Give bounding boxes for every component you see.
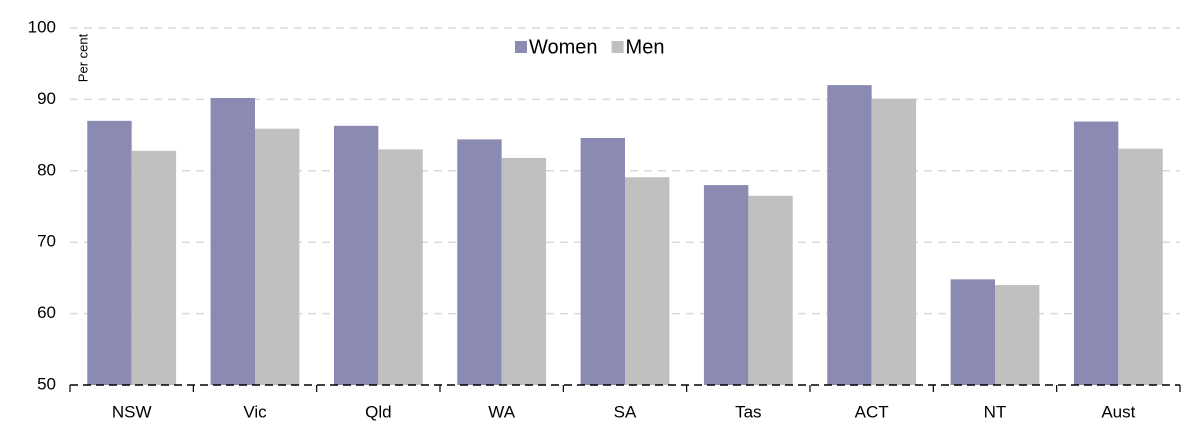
legend-swatch	[515, 41, 527, 53]
bar	[625, 177, 670, 385]
y-tick-label: 80	[37, 160, 56, 179]
legend-label: Women	[529, 36, 598, 58]
y-tick-label: 90	[37, 89, 56, 108]
x-tick-label: WA	[488, 402, 515, 421]
bar	[703, 185, 749, 385]
bar	[748, 195, 793, 385]
x-tick-label: ACT	[855, 402, 889, 421]
bar	[827, 85, 872, 386]
legend-swatch	[611, 41, 624, 53]
bar	[457, 139, 502, 385]
y-axis-label: Per cent	[75, 33, 90, 82]
x-tick-label: Vic	[243, 402, 267, 421]
x-tick-label: NSW	[112, 402, 152, 421]
x-tick-label: NT	[984, 402, 1007, 421]
y-tick-label: 60	[37, 303, 56, 322]
legend-label: Men	[626, 36, 665, 58]
y-tick-label: 50	[37, 374, 56, 393]
bar	[87, 120, 132, 385]
bar	[333, 125, 379, 386]
bar	[1118, 148, 1163, 385]
x-tick-label: Aust	[1101, 402, 1135, 421]
x-tick-label: Qld	[365, 402, 391, 421]
bar	[1073, 121, 1119, 385]
y-tick-label: 100	[28, 17, 56, 36]
bar	[950, 279, 995, 385]
bar	[871, 98, 917, 385]
bar	[131, 150, 177, 385]
bar	[210, 97, 255, 386]
bar	[255, 128, 300, 385]
bar	[995, 285, 1040, 385]
x-tick-label: SA	[614, 402, 637, 421]
bar	[501, 157, 547, 385]
y-tick-label: 70	[37, 232, 56, 251]
bar	[580, 137, 625, 385]
x-tick-label: Tas	[735, 402, 761, 421]
bar	[378, 149, 423, 385]
